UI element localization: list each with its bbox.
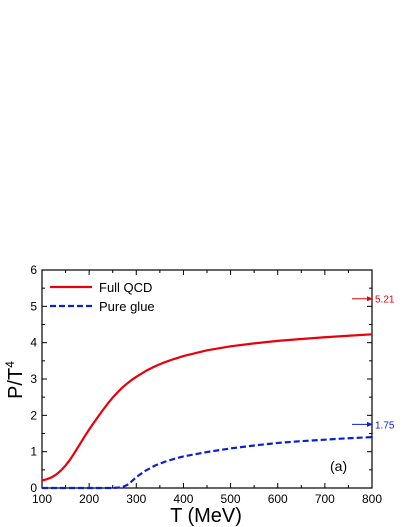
x-axis: 100 200 300 400 500 600 700 800 xyxy=(32,270,382,506)
y-tick-label: 3 xyxy=(30,372,37,386)
annotation-label: 1.75 xyxy=(375,420,395,431)
plot-area xyxy=(41,269,373,489)
legend-label: Pure glue xyxy=(99,299,155,314)
series-line-pure-glue xyxy=(42,436,373,490)
x-tick-label: 600 xyxy=(268,492,288,506)
y-tick-label: 5 xyxy=(30,299,37,313)
y-tick-label: 0 xyxy=(30,481,37,495)
x-axis-label: T (MeV) xyxy=(170,505,242,527)
annotations: 5.21 1.75 xyxy=(352,295,395,431)
panel-label: (a) xyxy=(330,458,347,474)
annotation-arrowhead xyxy=(367,421,373,427)
y-tick-label: 1 xyxy=(30,445,37,459)
x-tick-label: 300 xyxy=(126,492,146,506)
y-tick-label: 4 xyxy=(30,336,37,350)
annotation-label: 5.21 xyxy=(375,295,395,306)
series-group xyxy=(41,333,373,490)
x-tick-label: 800 xyxy=(362,492,382,506)
x-tick-label: 200 xyxy=(79,492,99,506)
series-line-full-qcd xyxy=(41,333,373,482)
y-axis-label-superscript: 4 xyxy=(3,361,17,368)
y-tick-label: 2 xyxy=(30,408,37,422)
annotation-arrowhead xyxy=(367,296,373,302)
y-axis-label-main: P/T xyxy=(5,368,27,399)
x-tick-label: 100 xyxy=(32,492,52,506)
legend: Full QCD Pure glue xyxy=(50,280,155,314)
x-tick-label: 700 xyxy=(315,492,335,506)
y-axis-label: P/T4 xyxy=(3,361,27,399)
legend-label: Full QCD xyxy=(99,280,152,295)
plot-frame xyxy=(41,269,373,489)
x-tick-label: 500 xyxy=(221,492,241,506)
y-axis: 0 1 2 3 4 5 6 xyxy=(30,263,372,495)
x-tick-label: 400 xyxy=(173,492,193,506)
y-tick-label: 6 xyxy=(30,263,37,277)
